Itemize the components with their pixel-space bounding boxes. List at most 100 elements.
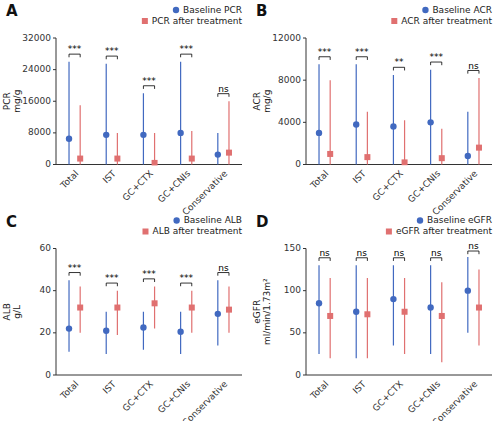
y-tick bbox=[303, 122, 306, 123]
point bbox=[402, 309, 408, 315]
panel: 04000800012000TotalISTGC+CTXGC+CNIsConse… bbox=[252, 2, 492, 217]
legend-marker bbox=[173, 7, 179, 13]
annotation: *** bbox=[142, 269, 156, 279]
bracket bbox=[319, 57, 330, 60]
bracket-tick bbox=[143, 279, 144, 282]
y-tick-label: 8000 bbox=[28, 127, 51, 137]
y-axis-line bbox=[306, 38, 307, 165]
legend-label: Baseline ACR bbox=[432, 5, 492, 15]
y-tick bbox=[53, 375, 56, 376]
error-bar bbox=[106, 64, 107, 165]
error-bar bbox=[68, 280, 69, 352]
bracket-tick bbox=[478, 70, 479, 73]
x-tick-label: Total bbox=[58, 379, 81, 402]
data-group bbox=[316, 64, 482, 165]
annotation: *** bbox=[105, 273, 119, 283]
bracket bbox=[431, 62, 442, 65]
bracket bbox=[69, 54, 80, 57]
point bbox=[327, 151, 333, 157]
point bbox=[427, 119, 433, 125]
annotation: ns bbox=[319, 248, 330, 258]
x-tick-label: GC+CTX bbox=[120, 168, 154, 202]
point bbox=[114, 156, 120, 162]
error-bar bbox=[430, 70, 431, 165]
data-group bbox=[316, 257, 482, 362]
y-tick bbox=[303, 290, 306, 291]
error-bar bbox=[318, 265, 319, 354]
bracket bbox=[181, 283, 192, 286]
legend: Baseline ALBALB after treatment bbox=[142, 215, 242, 236]
x-tick-label: Conservative bbox=[430, 379, 479, 421]
error-bar bbox=[393, 75, 394, 165]
bracket-tick bbox=[217, 94, 218, 97]
error-bar bbox=[393, 265, 394, 345]
error-bar bbox=[154, 286, 155, 328]
bracket bbox=[393, 258, 404, 261]
bracket-tick bbox=[430, 258, 431, 261]
annotation: ** bbox=[395, 57, 405, 67]
legend: Baseline eGFReGFR after treatment bbox=[386, 215, 493, 236]
y-axis-label-line: mg/g bbox=[12, 90, 22, 113]
y-tick-label: 20 bbox=[40, 327, 52, 337]
y-tick-label: 24000 bbox=[22, 64, 51, 74]
bracket-tick bbox=[441, 62, 442, 65]
annotation: *** bbox=[429, 52, 443, 62]
point bbox=[152, 300, 158, 306]
point bbox=[177, 329, 183, 335]
x-tick-label: GC+CTX bbox=[370, 379, 404, 413]
error-bar bbox=[441, 282, 442, 362]
point bbox=[439, 155, 445, 161]
bracket-tick bbox=[80, 54, 81, 57]
bracket-tick bbox=[143, 86, 144, 89]
point bbox=[114, 305, 120, 311]
legend: Baseline PCRPCR after treatment bbox=[142, 5, 243, 26]
x-axis-line bbox=[56, 375, 242, 376]
legend-marker bbox=[422, 7, 428, 13]
bracket-tick bbox=[478, 251, 479, 254]
y-tick bbox=[53, 38, 56, 39]
y-axis-label: ACRmg/g bbox=[252, 90, 272, 113]
point bbox=[103, 328, 109, 334]
point bbox=[439, 313, 445, 319]
y-tick-label: 32000 bbox=[22, 33, 51, 43]
bracket-tick bbox=[356, 258, 357, 261]
y-tick-label: 40 bbox=[40, 285, 52, 295]
legend: Baseline ACRACR after treatment bbox=[391, 5, 492, 26]
panel: 0204060TotalISTGC+CTXGC+CNIsConservative… bbox=[2, 213, 242, 421]
y-tick bbox=[53, 101, 56, 102]
annotation: *** bbox=[68, 263, 82, 273]
point bbox=[465, 287, 471, 293]
y-tick bbox=[303, 80, 306, 81]
x-tick-label: IST bbox=[101, 379, 118, 396]
point bbox=[316, 300, 322, 306]
point bbox=[66, 325, 72, 331]
y-axis-label-line: ml/min/1.73m² bbox=[262, 278, 272, 345]
legend-marker bbox=[142, 18, 148, 24]
point bbox=[353, 309, 359, 315]
bracket-tick bbox=[106, 283, 107, 286]
bracket bbox=[181, 54, 192, 57]
error-bar bbox=[143, 93, 144, 164]
x-tick-label: Conservative bbox=[180, 168, 229, 217]
point bbox=[77, 156, 83, 162]
point bbox=[226, 150, 232, 156]
error-bar bbox=[467, 257, 468, 333]
bracket-tick bbox=[191, 283, 192, 286]
bracket bbox=[69, 273, 80, 276]
y-axis-line bbox=[306, 249, 307, 376]
bracket bbox=[468, 70, 479, 73]
y-tick-label: 150 bbox=[284, 243, 301, 253]
x-tick-label: Conservative bbox=[430, 168, 479, 217]
bracket bbox=[356, 57, 367, 60]
y-tick bbox=[53, 332, 56, 333]
point bbox=[103, 132, 109, 138]
x-tick-label: Total bbox=[58, 168, 81, 191]
bracket-tick bbox=[69, 273, 70, 276]
y-tick bbox=[53, 290, 56, 291]
y-tick-label: 12000 bbox=[272, 33, 301, 43]
error-bar bbox=[318, 64, 319, 164]
legend-label: ALB after treatment bbox=[152, 226, 242, 236]
legend-label: Baseline eGFR bbox=[427, 215, 492, 225]
bracket-tick bbox=[80, 273, 81, 276]
annotation: ns bbox=[394, 248, 405, 258]
